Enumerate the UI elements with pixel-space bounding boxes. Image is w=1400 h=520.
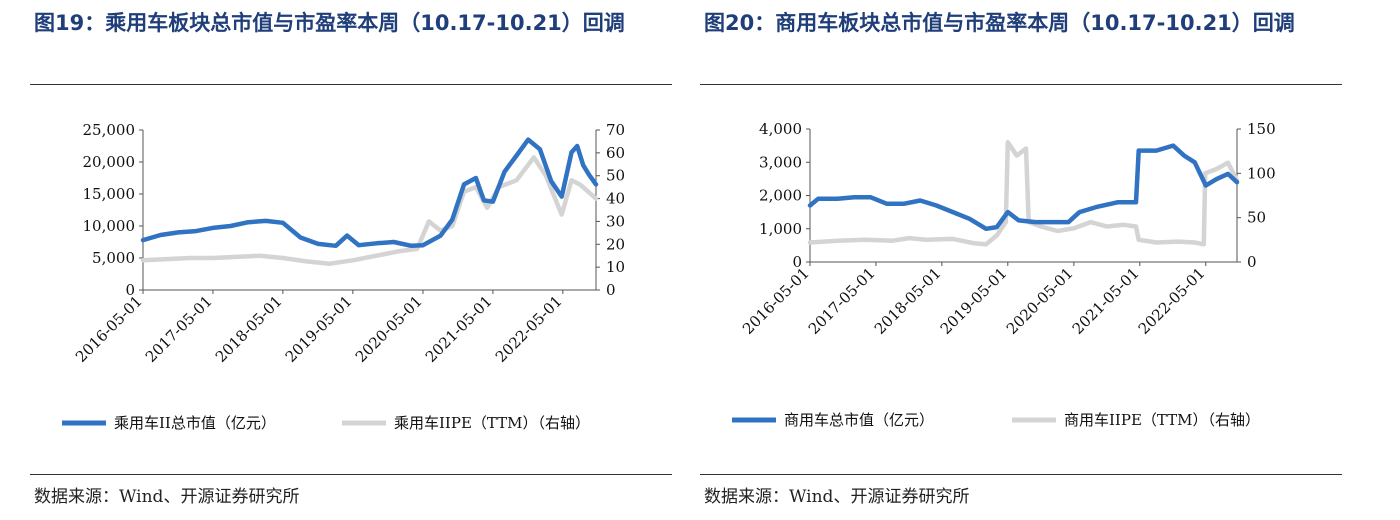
chart-panel-passenger: 图19：乘用车板块总市值与市盈率本周（10.17-10.21）回调 0 5,000…	[30, 0, 672, 520]
right-tick-label: 70	[606, 121, 625, 139]
legend-entry: 乘用车II总市值（亿元）	[114, 414, 276, 432]
x-tick-label: 2021-05-01	[422, 292, 496, 366]
chart-title: 图20：商用车板块总市值与市盈率本周（10.17-10.21）回调	[704, 11, 1295, 35]
x-tick-label: 2019-05-01	[282, 292, 356, 366]
chart-title: 图19：乘用车板块总市值与市盈率本周（10.17-10.21）回调	[34, 11, 625, 35]
x-tick-label: 2017-05-01	[142, 292, 216, 366]
chart-panel-commercial: 图20：商用车板块总市值与市盈率本周（10.17-10.21）回调 0 1,000…	[700, 0, 1342, 520]
left-tick-label: 20,000	[83, 153, 136, 171]
right-tick-label: 30	[606, 212, 625, 230]
right-tick-label: 60	[606, 144, 625, 162]
left-tick-label: 2,000	[759, 187, 802, 205]
source-rule	[700, 474, 1342, 475]
right-tick-label: 0	[606, 281, 616, 299]
legend-entry: 商用车IIPE（TTM）（右轴）	[1064, 411, 1260, 429]
x-tick-label: 2020-05-01	[352, 292, 426, 366]
series-line-left	[807, 143, 1240, 232]
title-rule	[700, 84, 1342, 85]
x-tick-label: 2021-05-01	[1069, 264, 1143, 338]
left-tick-label: 3,000	[759, 153, 802, 171]
left-tick-label: 5,000	[92, 249, 135, 267]
x-tick-label: 2018-05-01	[871, 264, 945, 338]
left-tick-label: 0	[792, 253, 802, 271]
right-tick-label: 40	[606, 190, 625, 208]
right-tick-label: 50	[1247, 209, 1266, 227]
x-tick-label: 2018-05-01	[212, 292, 286, 366]
right-tick-label: 100	[1247, 164, 1276, 182]
source-note: 数据来源：Wind、开源证券研究所	[34, 487, 300, 507]
left-tick-label: 1,000	[759, 220, 802, 238]
left-tick-label: 10,000	[83, 217, 136, 235]
x-tick-label: 2017-05-01	[805, 264, 879, 338]
right-tick-label: 10	[606, 258, 625, 276]
left-tick-label: 25,000	[83, 121, 136, 139]
series-line-right	[807, 140, 1240, 247]
source-rule	[30, 474, 672, 475]
series-line-right	[140, 155, 599, 266]
left-tick-label: 0	[125, 281, 135, 299]
legend-entry: 乘用车IIPE（TTM）（右轴）	[394, 414, 590, 432]
left-tick-label: 15,000	[83, 185, 136, 203]
title-rule	[30, 84, 672, 85]
x-tick-label: 2020-05-01	[1003, 264, 1077, 338]
chart-passenger-market-cap-pe: 0 5,000 10,000 15,000 20,000 25,000 0 10 20 30 40 5…	[62, 121, 625, 432]
source-note: 数据来源：Wind、开源证券研究所	[704, 487, 970, 507]
x-tick-label: 2019-05-01	[937, 264, 1011, 338]
x-tick-label: 2022-05-01	[1135, 264, 1209, 338]
series-line-left	[140, 137, 599, 249]
left-tick-label: 4,000	[759, 120, 802, 138]
x-tick-label: 2016-05-01	[72, 292, 146, 366]
right-tick-label: 20	[606, 235, 625, 253]
right-tick-label: 150	[1247, 120, 1276, 138]
right-tick-label: 0	[1247, 253, 1257, 271]
x-tick-label: 2016-05-01	[739, 264, 813, 338]
chart-commercial-market-cap-pe: 0 1,000 2,000 3,000 4,000 0 50 100 150 2016-05-01…	[732, 120, 1276, 429]
right-tick-label: 50	[606, 167, 625, 185]
legend-entry: 商用车总市值（亿元）	[784, 411, 934, 429]
x-tick-label: 2022-05-01	[492, 292, 566, 366]
